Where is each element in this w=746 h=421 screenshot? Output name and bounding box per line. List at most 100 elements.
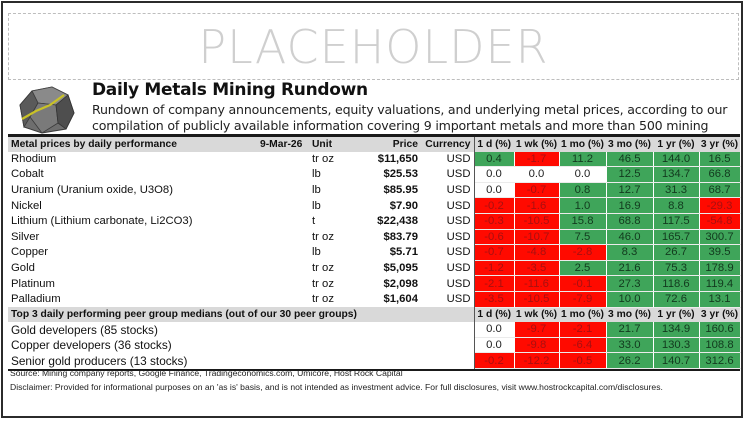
metal-name: Copper	[11, 246, 49, 259]
table-row-nickel: Nickel lb $7.90 USD -0.2 -1.6 1.0 16.9 8…	[8, 197, 741, 214]
metal-currency: USD	[422, 260, 475, 276]
pct-3yr: 300.7	[699, 229, 741, 246]
col-header-1d: 1 d (%)	[474, 137, 514, 152]
peer-group-name: Senior gold producers (13 stocks)	[11, 353, 188, 368]
metal-currency: USD	[422, 291, 475, 308]
metal-currency: USD	[422, 182, 475, 198]
table-bottom-rule	[8, 368, 740, 371]
metal-price: $5,095	[383, 262, 418, 275]
metal-price: $5.71	[389, 246, 418, 259]
metal-name: Platinum	[11, 277, 55, 290]
pct-1mo: -2.1	[559, 322, 607, 338]
table-row-cobalt: Cobalt lb $25.53 USD 0.0 0.0 0.0 12.5 13…	[8, 166, 741, 183]
pct-3yr: 13.1	[699, 291, 741, 308]
pct-1yr: 31.3	[653, 182, 700, 199]
pct-3yr: 16.5	[699, 151, 741, 168]
metal-currency: USD	[422, 166, 475, 183]
pct-3yr: -29.3	[699, 197, 741, 214]
peer-col-header-1mo: 1 mo (%)	[559, 307, 606, 323]
peer-col-header-1d: 1 d (%)	[474, 307, 514, 323]
pct-1d: -2.1	[474, 275, 515, 292]
pct-3mo: 46.0	[606, 229, 654, 246]
pct-1yr: 26.7	[653, 244, 700, 261]
pct-3mo: 10.0	[606, 291, 654, 308]
pct-3mo: 12.7	[606, 182, 654, 199]
pct-1yr: 118.6	[653, 275, 700, 292]
table-row-silver: Silver tr oz $83.79 USD -0.6 -10.7 7.5 4…	[8, 229, 741, 246]
pct-1wk: -10.5	[514, 291, 560, 308]
peer-header-row: Top 3 daily performing peer group median…	[8, 307, 740, 323]
pct-3mo: 27.3	[606, 275, 654, 292]
col-header-currency: Currency	[422, 137, 475, 152]
pct-1d: -0.2	[474, 352, 515, 369]
pct-1d: 0.0	[474, 182, 515, 199]
pct-1mo: -6.4	[559, 337, 607, 354]
col-header-unit: Unit	[312, 137, 360, 152]
pct-1d: -0.2	[474, 197, 515, 214]
peer-row-copper-developers: Copper developers (36 stocks) 0.0 -9.8 -…	[8, 337, 741, 354]
pct-3mo: 46.5	[606, 151, 654, 168]
pct-1yr: 165.7	[653, 229, 700, 246]
peer-col-header-1yr: 1 yr (%)	[653, 307, 699, 323]
metals-table: Metal prices by daily performance 9-Mar-…	[8, 137, 741, 369]
metals-table-container: Metal prices by daily performance 9-Mar-…	[8, 134, 741, 371]
pct-1d: 0.4	[474, 151, 515, 168]
pct-3yr: 178.9	[699, 260, 741, 277]
peer-col-header-1wk: 1 wk (%)	[514, 307, 559, 323]
pct-1mo: 0.8	[559, 182, 607, 199]
metal-name: Silver	[11, 230, 40, 243]
pct-1wk: -11.6	[514, 275, 560, 292]
disclaimer-note: Disclaimer: Provided for informational p…	[10, 382, 663, 392]
pct-1mo: 1.0	[559, 197, 607, 214]
pct-1yr: 75.3	[653, 260, 700, 277]
col-header-3mo: 3 mo (%)	[606, 137, 653, 152]
pct-3yr: 66.8	[699, 166, 741, 183]
peer-row-gold-developers: Gold developers (85 stocks) 0.0 -9.7 -2.…	[8, 322, 741, 338]
page-description: Rundown of company announcements, equity…	[92, 102, 728, 149]
pct-3yr: 312.6	[699, 352, 741, 369]
pct-1yr: 117.5	[653, 213, 700, 230]
table-row-uranium: Uranium (Uranium oxide, U3O8) lb $85.95 …	[8, 182, 741, 199]
metal-unit: tr oz	[312, 262, 334, 275]
pct-1d: 0.0	[474, 166, 515, 183]
metal-name: Uranium (Uranium oxide, U3O8)	[11, 184, 173, 197]
pct-3yr: 39.5	[699, 244, 741, 261]
peer-group-name: Gold developers (85 stocks)	[11, 322, 158, 337]
metal-unit: tr oz	[312, 293, 334, 306]
pct-1wk: -9.8	[514, 337, 560, 354]
metal-name: Palladium	[11, 293, 61, 306]
pct-1yr: 134.7	[653, 166, 700, 183]
page-title: Daily Metals Mining Rundown	[92, 80, 368, 100]
peer-group-name: Copper developers (36 stocks)	[11, 338, 172, 353]
peer-col-header-3yr: 3 yr (%)	[699, 307, 740, 323]
metal-currency: USD	[422, 213, 475, 230]
pct-3yr: -54.8	[699, 213, 741, 230]
section-title: Metal prices by daily performance	[8, 137, 260, 152]
pct-1mo: -0.1	[559, 275, 607, 292]
pct-1wk: -1.6	[514, 197, 560, 214]
pct-1yr: 130.3	[653, 337, 700, 354]
pct-3mo: 12.5	[606, 166, 654, 183]
metal-price: $7.90	[389, 199, 418, 212]
peer-row-senior-gold-producers: Senior gold producers (13 stocks) -0.2 -…	[8, 352, 741, 369]
table-row-gold: Gold tr oz $5,095 USD -1.2 -3.5 2.5 21.6…	[8, 260, 741, 277]
metal-price: $2,098	[383, 277, 418, 290]
pct-1mo: 15.8	[559, 213, 607, 230]
pct-3yr: 160.6	[699, 322, 741, 338]
pct-1wk: -3.5	[514, 260, 560, 277]
metal-currency: USD	[422, 197, 475, 214]
pct-3mo: 21.7	[606, 322, 654, 338]
metal-price: $22,438	[377, 215, 418, 228]
metal-currency: USD	[422, 275, 475, 292]
pct-1wk: 0.0	[514, 166, 560, 183]
metal-name: Gold	[11, 262, 35, 275]
col-header-1mo: 1 mo (%)	[559, 137, 606, 152]
pct-1yr: 144.0	[653, 151, 700, 168]
table-row-platinum: Platinum tr oz $2,098 USD -2.1 -11.6 -0.…	[8, 275, 741, 292]
metal-name: Nickel	[11, 199, 42, 212]
metal-price: $1,604	[383, 293, 418, 306]
metal-price: $85.95	[383, 184, 418, 197]
pct-3mo: 21.6	[606, 260, 654, 277]
metal-unit: t	[312, 215, 316, 228]
